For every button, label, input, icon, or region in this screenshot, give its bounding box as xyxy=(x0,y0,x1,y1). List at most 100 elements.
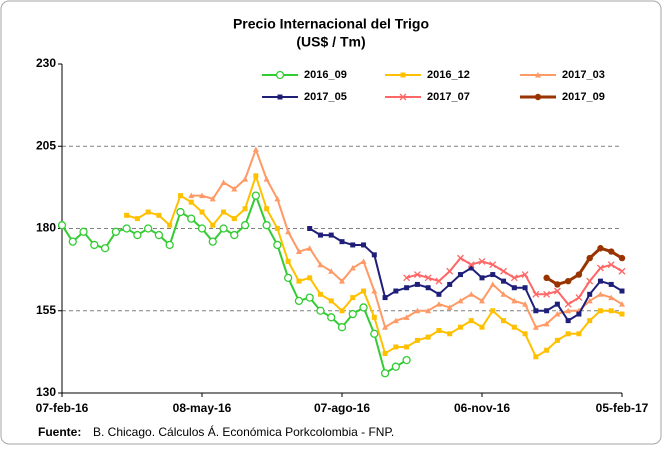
data-point xyxy=(575,271,583,278)
data-point xyxy=(370,329,379,338)
data-point xyxy=(208,237,217,246)
data-point xyxy=(188,199,194,205)
x-tick-label: 08-may-16 xyxy=(173,401,232,415)
data-point xyxy=(90,240,99,250)
data-point xyxy=(187,214,196,223)
data-point xyxy=(294,296,304,306)
legend-marker xyxy=(399,93,407,101)
data-point xyxy=(176,207,185,217)
y-tick-label: 155 xyxy=(36,303,56,317)
legend-label: 2017_09 xyxy=(562,91,605,103)
data-point xyxy=(262,221,271,230)
data-point xyxy=(544,308,550,314)
data-point xyxy=(425,285,431,291)
data-point xyxy=(468,318,474,324)
data-point xyxy=(274,195,281,202)
data-point xyxy=(490,272,496,278)
data-point xyxy=(393,288,399,294)
data-point xyxy=(500,267,507,275)
data-point xyxy=(404,344,410,350)
data-point xyxy=(154,230,164,240)
data-point xyxy=(327,313,336,322)
data-point xyxy=(554,301,560,307)
data-point xyxy=(382,295,388,301)
data-point xyxy=(511,297,518,304)
x-tick-label: 05-feb-17 xyxy=(596,401,649,415)
data-point xyxy=(597,245,604,252)
data-point xyxy=(167,222,173,228)
data-point xyxy=(479,297,485,304)
data-point xyxy=(586,254,593,262)
data-point xyxy=(337,323,347,332)
data-point xyxy=(285,228,292,235)
legend-marker xyxy=(535,72,541,78)
data-point xyxy=(274,226,280,231)
data-point xyxy=(307,226,313,231)
data-point xyxy=(597,308,603,314)
data-point xyxy=(317,261,324,268)
data-point xyxy=(177,193,183,199)
data-point xyxy=(553,287,561,295)
data-point xyxy=(402,355,411,365)
data-point xyxy=(489,281,496,287)
data-point xyxy=(359,303,368,312)
data-point xyxy=(490,308,496,314)
data-point xyxy=(501,278,507,284)
data-point xyxy=(618,267,626,275)
data-point xyxy=(134,216,140,222)
data-point xyxy=(479,275,485,281)
data-point xyxy=(328,298,334,304)
data-point xyxy=(251,191,260,200)
data-point xyxy=(306,245,313,251)
data-point xyxy=(501,318,507,324)
data-point xyxy=(436,327,442,333)
data-point xyxy=(339,239,345,245)
y-tick-label: 230 xyxy=(36,56,56,70)
data-point xyxy=(307,275,313,281)
data-point xyxy=(231,216,237,222)
data-point xyxy=(543,290,551,298)
data-point xyxy=(489,261,497,269)
data-point xyxy=(468,265,474,271)
y-tick-label: 130 xyxy=(36,385,56,399)
data-point xyxy=(457,272,463,278)
data-point xyxy=(554,337,560,343)
data-point xyxy=(79,227,88,236)
data-point xyxy=(619,288,625,294)
legend-marker xyxy=(277,94,283,100)
data-point xyxy=(317,291,323,297)
data-point xyxy=(608,248,615,255)
data-point xyxy=(587,291,593,297)
data-point xyxy=(230,230,239,240)
data-point xyxy=(188,192,195,199)
data-point xyxy=(467,261,475,269)
data-point xyxy=(124,212,130,218)
data-point xyxy=(587,318,593,324)
data-point xyxy=(231,186,238,192)
data-point xyxy=(145,209,151,215)
data-point xyxy=(284,273,293,283)
data-point xyxy=(111,227,120,236)
data-point xyxy=(316,306,325,315)
legend-label: 2017_07 xyxy=(427,91,470,103)
data-point xyxy=(360,258,367,264)
data-point xyxy=(133,230,142,240)
data-point xyxy=(608,281,614,287)
data-point xyxy=(339,308,345,314)
data-point xyxy=(382,351,388,357)
data-point xyxy=(533,308,539,314)
data-point xyxy=(100,244,110,253)
data-point xyxy=(305,293,314,302)
data-point xyxy=(350,242,356,248)
data-point xyxy=(242,176,249,182)
data-point xyxy=(156,212,162,218)
data-point xyxy=(532,324,539,330)
data-point xyxy=(447,281,453,287)
data-point xyxy=(414,281,420,287)
data-point xyxy=(403,274,411,282)
data-point xyxy=(68,237,77,246)
data-point xyxy=(199,192,205,199)
data-point xyxy=(532,290,540,298)
data-point xyxy=(424,274,432,282)
